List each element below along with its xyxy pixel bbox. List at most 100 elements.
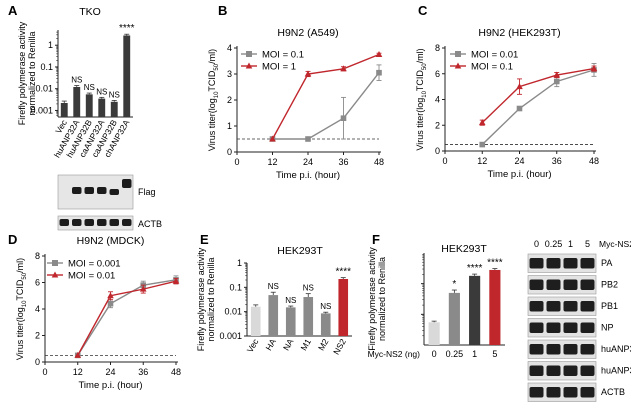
blot-strip (527, 318, 597, 338)
blot-dose-label: 0 (534, 239, 539, 249)
chart-f-ns2-dose: HEK293T Firefly polymerase activity normal… (367, 243, 505, 359)
blot-label: PB2 (601, 280, 618, 290)
x-category-label: 0 (432, 349, 437, 359)
x-tick-label: 0 (442, 156, 447, 166)
y-tick-label: 0.1 (229, 282, 242, 292)
blot-label: huANP32B (601, 366, 631, 376)
significance-label: NS (84, 83, 95, 92)
significance-label: NS (268, 282, 279, 291)
panel-label-f: F (372, 232, 380, 247)
x-category-label: Vec (245, 336, 261, 354)
significance-label: **** (119, 23, 135, 34)
blot-strip (527, 361, 597, 381)
data-point (516, 83, 523, 90)
x-tick-label: 36 (552, 156, 562, 166)
x-tick-label: 12 (267, 157, 277, 167)
x-tick-label: 48 (374, 157, 384, 167)
blot-band (529, 301, 544, 312)
blot-band (529, 258, 544, 269)
bar (73, 86, 81, 117)
x-category-label: M2 (316, 337, 331, 352)
data-point (139, 285, 147, 292)
bar (320, 313, 331, 336)
y-tick-label: 4 (435, 95, 440, 105)
blot-band (546, 344, 561, 355)
blot-band (563, 365, 578, 376)
y-tick-label: 4 (227, 43, 232, 53)
y-axis-label: Virus titer(log10TCID50/ml) (207, 49, 220, 151)
panel-label-b: B (218, 3, 227, 18)
significance-label: NS (320, 302, 331, 311)
y-tick-label: 3 (227, 69, 232, 79)
blot-band (122, 219, 132, 226)
x-tick-label: 48 (589, 156, 599, 166)
y-tick-label: 1 (237, 258, 242, 268)
x-tick-label: 48 (171, 367, 181, 377)
blot-band (546, 365, 561, 376)
blot-band (580, 344, 595, 355)
y-tick-label: 2 (227, 95, 232, 105)
bar (60, 103, 68, 117)
panel-label-c: C (418, 3, 428, 18)
x-category-label: NS2 (331, 337, 348, 357)
blot-band (580, 322, 595, 333)
y-tick-label: 2 (435, 120, 440, 130)
x-category-label: 1 (472, 349, 477, 359)
blot-band (72, 219, 82, 226)
x-tick-label: 12 (73, 367, 83, 377)
bar (428, 322, 440, 345)
x-tick-label: 12 (477, 156, 487, 166)
blot-label: PA (601, 258, 612, 268)
x-tick-label: 0 (234, 157, 239, 167)
blot-band (529, 279, 544, 290)
data-point (305, 136, 311, 142)
panel-label-d: D (8, 232, 17, 247)
y-tick-label: 0 (435, 146, 440, 156)
blot-dose-label: 0.25 (545, 239, 563, 249)
data-point (340, 115, 347, 121)
y-tick-label: 8 (435, 43, 440, 53)
bar (98, 98, 106, 117)
blot-strip (57, 215, 134, 231)
blot-band (580, 387, 595, 398)
blot-band (563, 301, 578, 312)
significance-label: NS (303, 284, 314, 293)
y-tick-label: 0 (227, 147, 232, 157)
y-tick-label: 0.1 (40, 62, 53, 72)
legend-label: MOI = 0.01 (471, 50, 518, 61)
blot-band (529, 365, 544, 376)
blot-band (580, 365, 595, 376)
blot-band (529, 387, 544, 398)
significance-label: NS (96, 87, 107, 96)
bar (85, 94, 93, 117)
blot-label: ACTB (601, 387, 625, 397)
legend-marker (246, 51, 252, 57)
blot-band (580, 258, 595, 269)
bar (285, 307, 296, 336)
legend-label: MOI = 0.1 (471, 62, 513, 73)
blot-band (546, 279, 561, 290)
chart-title: H9N2 (A549) (277, 27, 338, 39)
blot-band (109, 219, 119, 226)
significance-label: NS (285, 296, 296, 305)
data-point (516, 105, 523, 112)
chart-a-polymerase-tko: TKO 0.001 0.01 0.1 1 Firefly polymerase activ… (17, 6, 135, 159)
western-blot-a: Flag ACTB (57, 174, 162, 231)
blot-band (97, 219, 107, 226)
series-line-0 (272, 72, 380, 140)
blot-strip (527, 253, 597, 273)
blot-band (546, 301, 561, 312)
blot-band (59, 219, 69, 226)
x-tick-label: 24 (514, 156, 524, 166)
data-point (478, 119, 486, 126)
series-line-1 (271, 53, 380, 140)
data-point (375, 51, 383, 57)
data-point (74, 351, 82, 358)
blot-band (563, 322, 578, 333)
blot-band (97, 187, 107, 194)
data-point (107, 292, 114, 299)
x-tick-label: 0 (42, 367, 47, 377)
x-tick-label: 24 (105, 367, 115, 377)
panel-label-e: E (200, 232, 209, 247)
y-axis-label-line2: normalized to Renilla (206, 257, 216, 341)
